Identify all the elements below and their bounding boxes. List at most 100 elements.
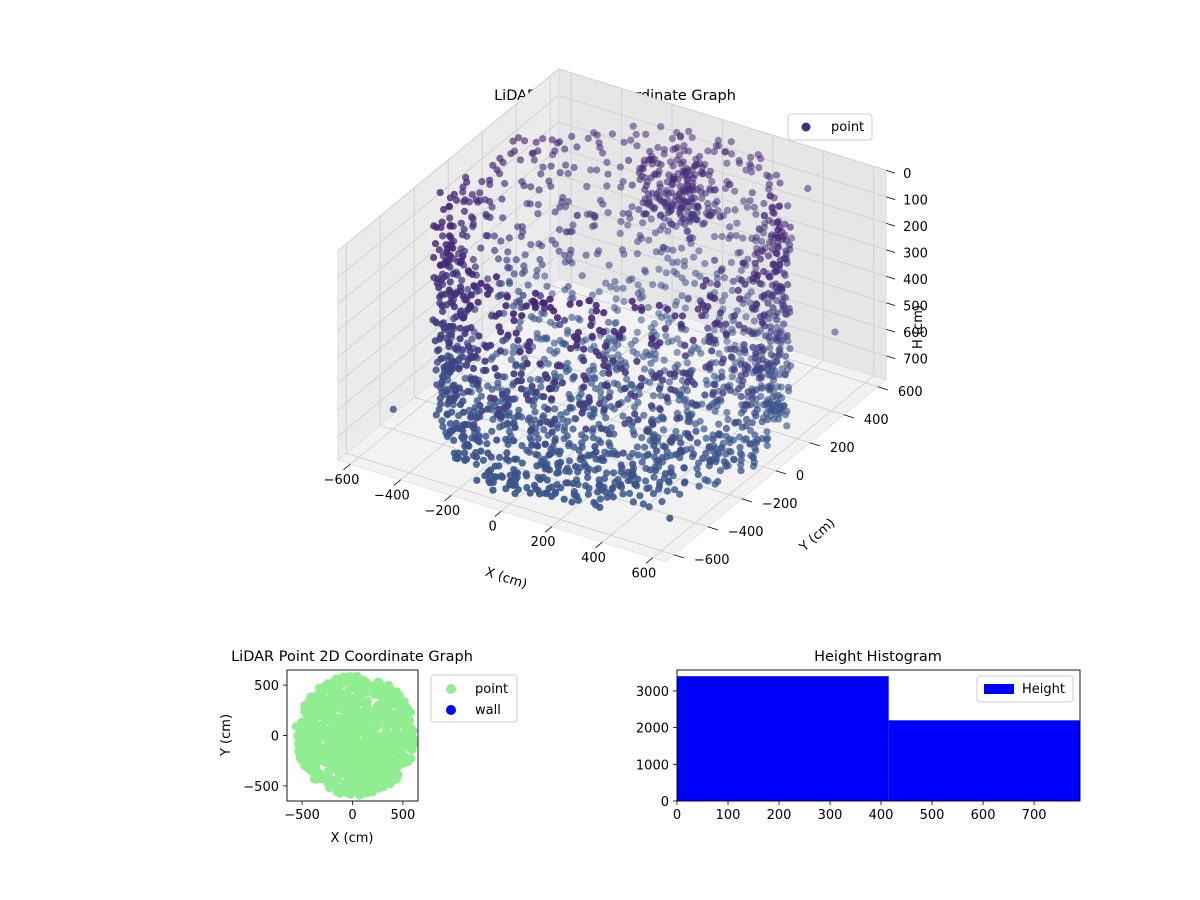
point-3d bbox=[474, 380, 482, 388]
point-3d bbox=[562, 408, 571, 416]
point-3d bbox=[585, 297, 593, 305]
point-2d bbox=[324, 755, 333, 764]
point-3d bbox=[729, 277, 737, 285]
point-3d bbox=[514, 412, 522, 420]
point-3d bbox=[747, 426, 755, 435]
point-2d bbox=[354, 716, 363, 726]
point-3d bbox=[553, 469, 561, 477]
point-3d bbox=[597, 438, 605, 447]
point-3d bbox=[601, 342, 610, 350]
point-3d bbox=[693, 401, 701, 409]
point-3d bbox=[481, 472, 489, 480]
point-3d bbox=[565, 457, 574, 465]
point-3d bbox=[781, 352, 790, 360]
point-3d bbox=[517, 370, 525, 378]
point-3d bbox=[676, 490, 684, 498]
point-3d bbox=[682, 326, 690, 334]
point-3d bbox=[769, 393, 777, 401]
point-3d bbox=[656, 180, 664, 188]
point-3d bbox=[543, 282, 551, 290]
x-tick-3d bbox=[645, 557, 653, 564]
point-3d bbox=[543, 476, 551, 484]
point-3d bbox=[695, 459, 703, 467]
point-3d bbox=[666, 514, 674, 522]
point-3d bbox=[765, 386, 774, 394]
point-3d bbox=[548, 428, 556, 436]
point-3d bbox=[457, 219, 465, 227]
point-3d bbox=[502, 455, 510, 463]
point-3d bbox=[643, 484, 651, 493]
point-3d bbox=[651, 467, 660, 475]
point-3d bbox=[773, 309, 781, 317]
point-3d bbox=[742, 435, 750, 443]
point-3d bbox=[683, 359, 692, 367]
point-3d bbox=[438, 320, 446, 328]
point-3d bbox=[540, 299, 548, 307]
y-tick-label-3d: 0 bbox=[796, 469, 804, 484]
point-3d bbox=[599, 149, 607, 157]
point-3d bbox=[558, 379, 567, 387]
point-3d bbox=[743, 415, 751, 423]
point-3d bbox=[693, 161, 701, 169]
point-3d bbox=[603, 382, 612, 390]
point-3d bbox=[510, 270, 518, 278]
point-3d bbox=[442, 387, 450, 395]
point-3d bbox=[688, 133, 696, 142]
point-3d bbox=[580, 383, 588, 391]
point-3d bbox=[746, 197, 754, 205]
point-3d bbox=[538, 261, 546, 269]
point-3d bbox=[445, 339, 454, 347]
point-3d bbox=[746, 440, 754, 448]
point-2d bbox=[316, 751, 325, 760]
point-3d bbox=[490, 473, 498, 481]
point-3d bbox=[665, 378, 674, 386]
point-2d bbox=[367, 749, 376, 759]
point-3d bbox=[458, 433, 466, 441]
point-3d bbox=[688, 182, 697, 191]
point-3d bbox=[662, 269, 670, 277]
point-3d bbox=[610, 405, 618, 413]
point-3d bbox=[525, 448, 534, 456]
point-3d bbox=[773, 316, 781, 324]
point-3d bbox=[608, 130, 617, 138]
point-3d bbox=[482, 210, 490, 218]
point-3d bbox=[436, 189, 444, 197]
point-2d bbox=[380, 750, 389, 760]
x-tick-label-hist: 500 bbox=[920, 808, 945, 823]
point-3d bbox=[678, 292, 686, 300]
point-3d bbox=[735, 385, 743, 393]
point-3d bbox=[487, 355, 495, 363]
point-3d bbox=[562, 161, 570, 169]
point-3d bbox=[584, 490, 593, 498]
point-3d bbox=[562, 228, 571, 236]
point-3d bbox=[656, 369, 664, 377]
point-3d bbox=[509, 137, 517, 145]
point-2d bbox=[294, 731, 303, 740]
point-3d bbox=[781, 370, 789, 378]
point-3d bbox=[466, 302, 474, 310]
point-3d bbox=[489, 161, 497, 169]
point-3d bbox=[575, 299, 584, 307]
point-3d bbox=[758, 418, 766, 426]
point-3d bbox=[529, 297, 537, 305]
point-3d bbox=[752, 210, 760, 218]
point-3d bbox=[435, 405, 443, 414]
point-3d bbox=[711, 336, 719, 344]
point-3d bbox=[711, 480, 719, 488]
point-3d bbox=[749, 462, 758, 470]
point-3d bbox=[625, 276, 633, 284]
point-3d bbox=[769, 304, 777, 312]
point-3d bbox=[644, 304, 652, 312]
point-3d bbox=[449, 322, 457, 330]
point-3d bbox=[705, 171, 713, 179]
point-2d bbox=[385, 719, 394, 728]
point-3d bbox=[677, 320, 685, 328]
point-3d bbox=[756, 313, 765, 321]
point-3d bbox=[623, 375, 631, 383]
point-3d bbox=[728, 150, 736, 158]
point-3d bbox=[723, 408, 731, 417]
point-3d bbox=[491, 462, 499, 470]
point-3d bbox=[599, 328, 607, 336]
point-3d bbox=[742, 313, 750, 321]
z-tick-label-3d: 500 bbox=[903, 300, 928, 315]
